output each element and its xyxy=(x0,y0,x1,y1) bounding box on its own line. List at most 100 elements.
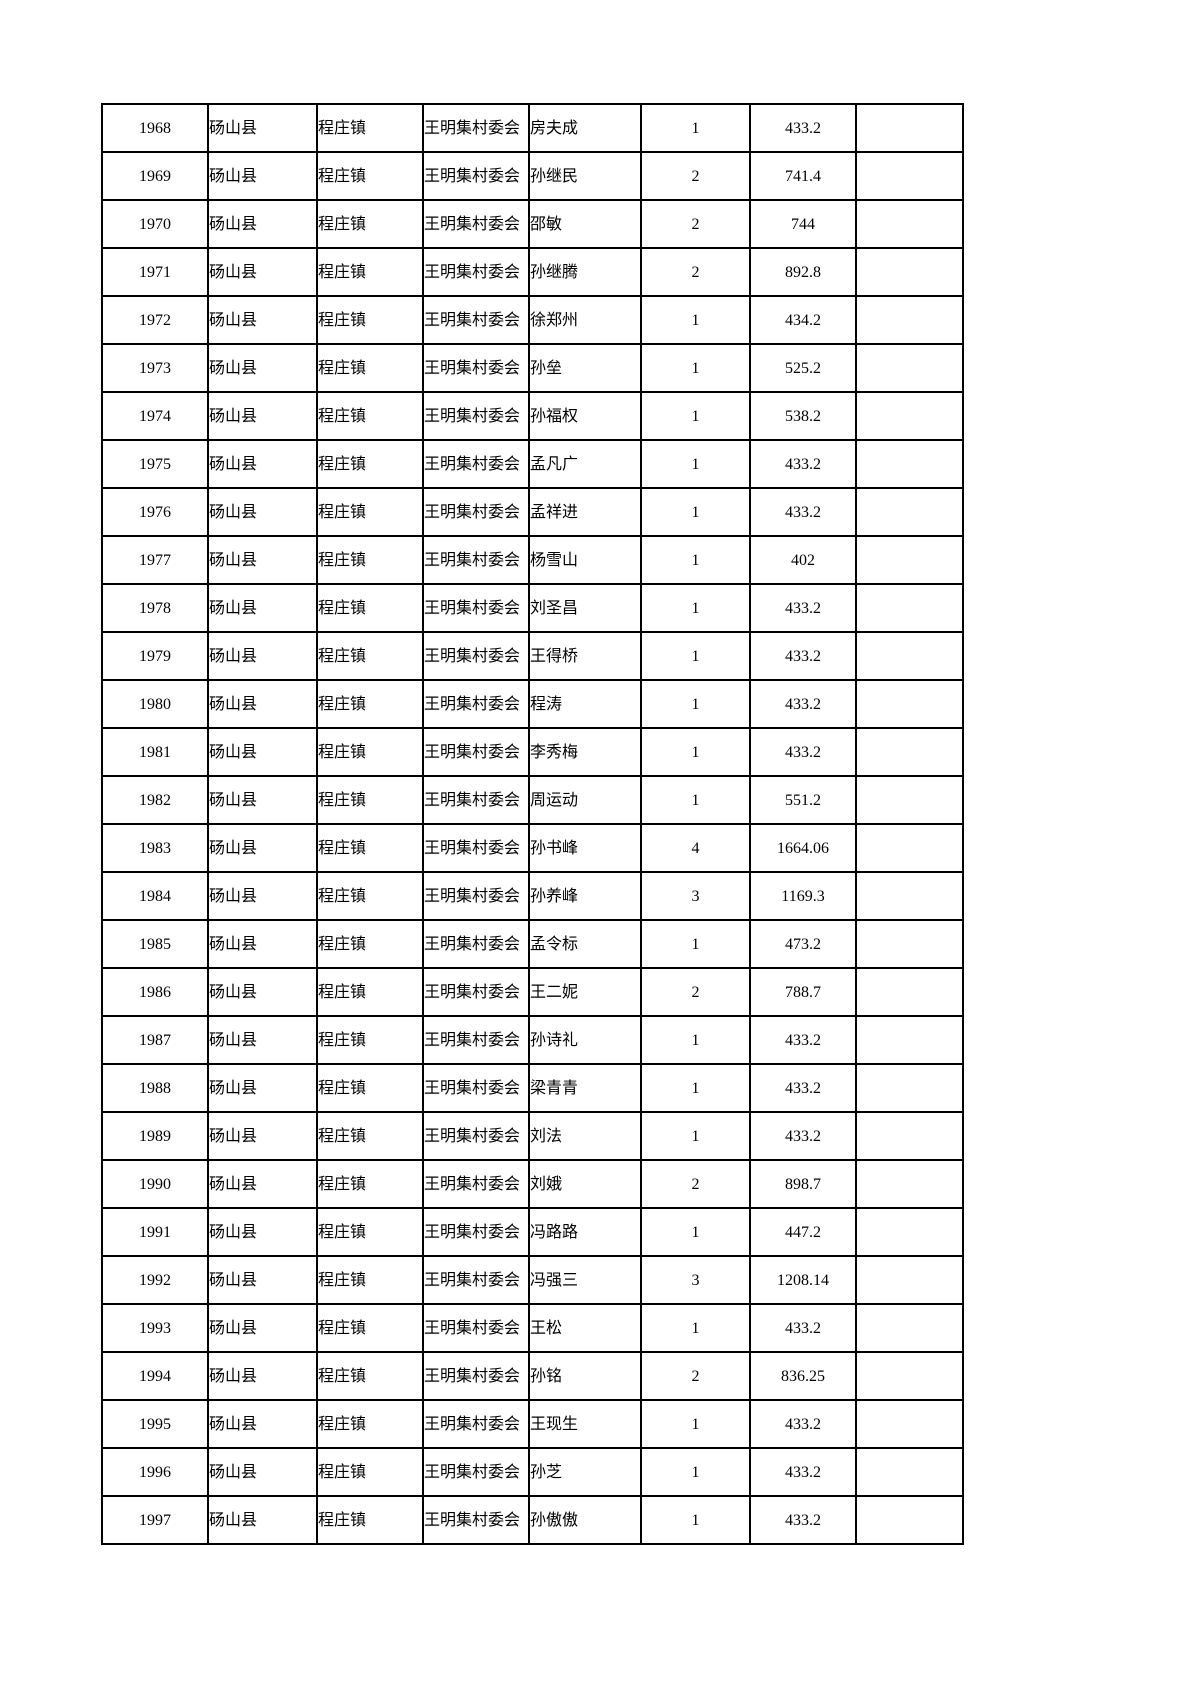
table-row: 1981 砀山县 程庄镇 王明集村委会 李秀梅 1 433.2 xyxy=(101,727,964,777)
town-cell: 程庄镇 xyxy=(316,487,424,537)
empty-cell xyxy=(855,871,964,921)
row-number-cell: 1986 xyxy=(101,967,209,1017)
county-cell: 砀山县 xyxy=(207,1447,318,1497)
person-name-cell: 杨雪山 xyxy=(528,535,642,585)
amount-cell: 433.2 xyxy=(749,487,857,537)
empty-cell xyxy=(855,247,964,297)
county-cell: 砀山县 xyxy=(207,391,318,441)
town-cell: 程庄镇 xyxy=(316,679,424,729)
row-number-cell: 1995 xyxy=(101,1399,209,1449)
village-cell: 王明集村委会 xyxy=(422,823,530,873)
amount-cell: 744 xyxy=(749,199,857,249)
empty-cell xyxy=(855,823,964,873)
table-row: 1986 砀山县 程庄镇 王明集村委会 王二妮 2 788.7 xyxy=(101,967,964,1017)
table-row: 1983 砀山县 程庄镇 王明集村委会 孙书峰 4 1664.06 xyxy=(101,823,964,873)
person-name-cell: 孙书峰 xyxy=(528,823,642,873)
person-name-cell: 冯强三 xyxy=(528,1255,642,1305)
county-cell: 砀山县 xyxy=(207,679,318,729)
village-cell: 王明集村委会 xyxy=(422,1159,530,1209)
amount-cell: 836.25 xyxy=(749,1351,857,1401)
village-cell: 王明集村委会 xyxy=(422,1255,530,1305)
row-number-cell: 1991 xyxy=(101,1207,209,1257)
table-row: 1987 砀山县 程庄镇 王明集村委会 孙诗礼 1 433.2 xyxy=(101,1015,964,1065)
table-row: 1990 砀山县 程庄镇 王明集村委会 刘娥 2 898.7 xyxy=(101,1159,964,1209)
empty-cell xyxy=(855,391,964,441)
county-cell: 砀山县 xyxy=(207,103,318,153)
county-cell: 砀山县 xyxy=(207,199,318,249)
count-cell: 1 xyxy=(640,1111,751,1161)
town-cell: 程庄镇 xyxy=(316,919,424,969)
count-cell: 1 xyxy=(640,1447,751,1497)
town-cell: 程庄镇 xyxy=(316,1063,424,1113)
empty-cell xyxy=(855,199,964,249)
county-cell: 砀山县 xyxy=(207,823,318,873)
town-cell: 程庄镇 xyxy=(316,151,424,201)
count-cell: 1 xyxy=(640,583,751,633)
row-number-cell: 1993 xyxy=(101,1303,209,1353)
village-cell: 王明集村委会 xyxy=(422,1399,530,1449)
row-number-cell: 1980 xyxy=(101,679,209,729)
empty-cell xyxy=(855,583,964,633)
town-cell: 程庄镇 xyxy=(316,199,424,249)
person-name-cell: 孙继腾 xyxy=(528,247,642,297)
person-name-cell: 王得桥 xyxy=(528,631,642,681)
row-number-cell: 1971 xyxy=(101,247,209,297)
town-cell: 程庄镇 xyxy=(316,871,424,921)
county-cell: 砀山县 xyxy=(207,727,318,777)
row-number-cell: 1985 xyxy=(101,919,209,969)
county-cell: 砀山县 xyxy=(207,1495,318,1545)
village-cell: 王明集村委会 xyxy=(422,247,530,297)
county-cell: 砀山县 xyxy=(207,1399,318,1449)
amount-cell: 898.7 xyxy=(749,1159,857,1209)
empty-cell xyxy=(855,535,964,585)
amount-cell: 525.2 xyxy=(749,343,857,393)
town-cell: 程庄镇 xyxy=(316,1015,424,1065)
village-cell: 王明集村委会 xyxy=(422,727,530,777)
table-row: 1969 砀山县 程庄镇 王明集村委会 孙继民 2 741.4 xyxy=(101,151,964,201)
village-cell: 王明集村委会 xyxy=(422,1447,530,1497)
county-cell: 砀山县 xyxy=(207,1111,318,1161)
count-cell: 2 xyxy=(640,1159,751,1209)
row-number-cell: 1969 xyxy=(101,151,209,201)
person-name-cell: 孙继民 xyxy=(528,151,642,201)
count-cell: 2 xyxy=(640,967,751,1017)
person-name-cell: 王现生 xyxy=(528,1399,642,1449)
empty-cell xyxy=(855,1399,964,1449)
county-cell: 砀山县 xyxy=(207,295,318,345)
village-cell: 王明集村委会 xyxy=(422,967,530,1017)
person-name-cell: 王松 xyxy=(528,1303,642,1353)
county-cell: 砀山县 xyxy=(207,151,318,201)
person-name-cell: 孙养峰 xyxy=(528,871,642,921)
amount-cell: 433.2 xyxy=(749,727,857,777)
town-cell: 程庄镇 xyxy=(316,343,424,393)
table-row: 1988 砀山县 程庄镇 王明集村委会 梁青青 1 433.2 xyxy=(101,1063,964,1113)
person-name-cell: 刘法 xyxy=(528,1111,642,1161)
town-cell: 程庄镇 xyxy=(316,775,424,825)
count-cell: 2 xyxy=(640,199,751,249)
person-name-cell: 刘圣昌 xyxy=(528,583,642,633)
person-name-cell: 程涛 xyxy=(528,679,642,729)
row-number-cell: 1996 xyxy=(101,1447,209,1497)
empty-cell xyxy=(855,775,964,825)
empty-cell xyxy=(855,1111,964,1161)
village-cell: 王明集村委会 xyxy=(422,1111,530,1161)
person-name-cell: 孙垒 xyxy=(528,343,642,393)
county-cell: 砀山县 xyxy=(207,775,318,825)
row-number-cell: 1981 xyxy=(101,727,209,777)
person-name-cell: 孟祥进 xyxy=(528,487,642,537)
town-cell: 程庄镇 xyxy=(316,1207,424,1257)
table-row: 1996 砀山县 程庄镇 王明集村委会 孙芝 1 433.2 xyxy=(101,1447,964,1497)
count-cell: 1 xyxy=(640,487,751,537)
row-number-cell: 1983 xyxy=(101,823,209,873)
count-cell: 1 xyxy=(640,775,751,825)
row-number-cell: 1972 xyxy=(101,295,209,345)
village-cell: 王明集村委会 xyxy=(422,775,530,825)
table-row: 1977 砀山县 程庄镇 王明集村委会 杨雪山 1 402 xyxy=(101,535,964,585)
town-cell: 程庄镇 xyxy=(316,1255,424,1305)
village-cell: 王明集村委会 xyxy=(422,1063,530,1113)
person-name-cell: 冯路路 xyxy=(528,1207,642,1257)
count-cell: 2 xyxy=(640,1351,751,1401)
empty-cell xyxy=(855,1207,964,1257)
empty-cell xyxy=(855,1495,964,1545)
county-cell: 砀山县 xyxy=(207,1207,318,1257)
